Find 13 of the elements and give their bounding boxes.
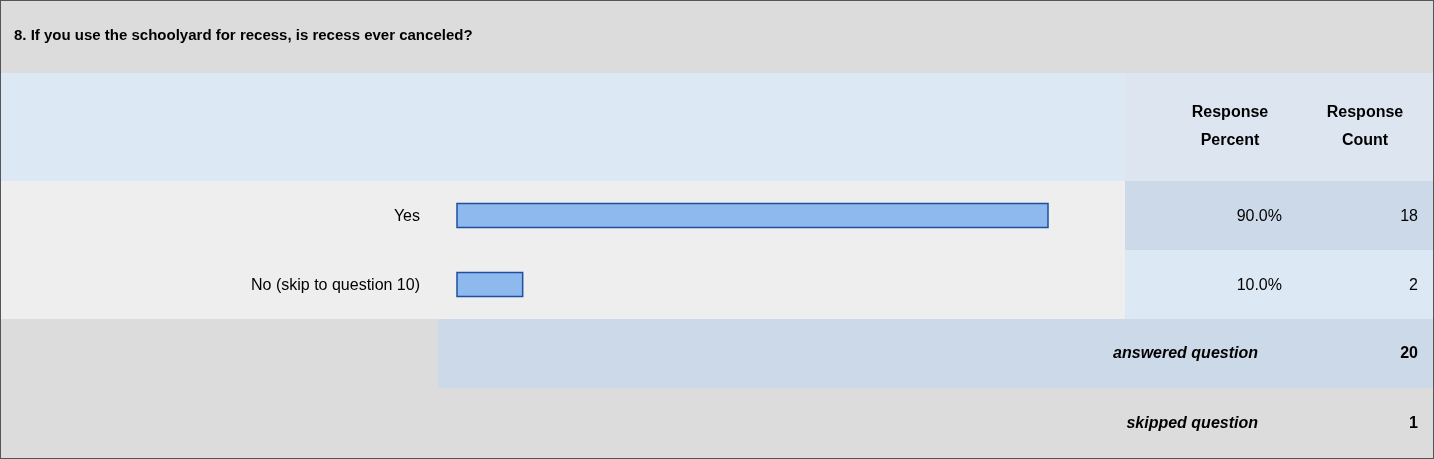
text: 2 <box>1409 275 1419 293</box>
y-tick-label: No (skip to question 10) <box>251 275 420 293</box>
data-label: 90.0% <box>1236 206 1282 224</box>
text: 8. If you use the schoolyard for recess, is recess ever canceled? <box>14 26 473 43</box>
text: answered question <box>1112 344 1258 362</box>
text: 20 <box>1399 344 1418 362</box>
text: Response Count <box>1325 102 1405 150</box>
text: 18 <box>1400 206 1419 224</box>
y-tick-label: Yes <box>393 206 420 224</box>
data-label: 10.0% <box>1236 275 1282 293</box>
text: 1 <box>1408 414 1418 432</box>
text: skipped question <box>1125 414 1258 432</box>
text: Response Percent <box>1190 102 1270 150</box>
